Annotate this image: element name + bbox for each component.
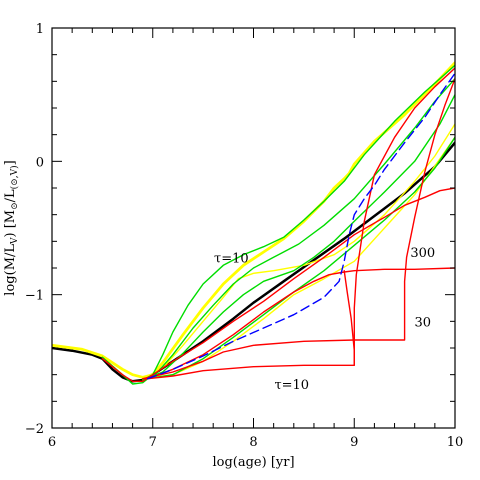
series-line-11	[147, 267, 455, 380]
y-axis-label-part3: /L	[3, 189, 18, 202]
y-axis-label-part2: ) [M	[3, 210, 18, 238]
series-line-12	[147, 72, 455, 380]
y-axis-label-sub3: (⊙,V)	[9, 165, 20, 189]
series-line-5	[142, 78, 455, 381]
x-tick-label: 6	[48, 435, 56, 450]
y-tick-label: 0	[36, 155, 44, 170]
series-line-1	[52, 61, 455, 379]
series-line-4	[101, 64, 455, 385]
series-line-13	[343, 270, 355, 366]
annotation-label: τ=10	[274, 378, 309, 393]
x-axis-label: log(age) [yr]	[212, 455, 294, 470]
annotation-label: 300	[410, 246, 435, 261]
y-tick-label: 1	[36, 22, 44, 37]
series-line-3	[142, 136, 455, 380]
y-axis-label: log(M/LV) [M⊙/L(⊙,V)]	[3, 160, 20, 295]
series-line-6	[142, 94, 455, 381]
x-tick-label: 10	[447, 435, 464, 450]
annotation-label: τ=10	[214, 251, 249, 266]
y-axis-label-part1: log(M/L	[3, 244, 18, 296]
y-tick-label: −2	[25, 422, 44, 437]
series-line-9	[142, 78, 455, 380]
annotation-layer: τ=10 300 30 τ=10	[214, 246, 435, 393]
y-axis-label-sub1: V	[10, 237, 20, 245]
y-axis-label-sub2: ⊙	[10, 202, 20, 210]
annotation-label: 30	[414, 315, 431, 330]
tick-layer: 6 7 8 9 10 −2 −1 0 1	[25, 22, 463, 450]
series-line-7	[147, 136, 455, 380]
series-line-10	[147, 67, 455, 380]
series-line-8	[101, 187, 455, 382]
y-axis-label-part4: ]	[3, 160, 18, 165]
x-tick-label: 9	[350, 435, 358, 450]
x-tick-label: 7	[149, 435, 157, 450]
series-layer	[52, 61, 455, 385]
x-tick-label: 8	[249, 435, 257, 450]
y-tick-label: −1	[25, 289, 44, 304]
series-line-2	[142, 123, 455, 380]
